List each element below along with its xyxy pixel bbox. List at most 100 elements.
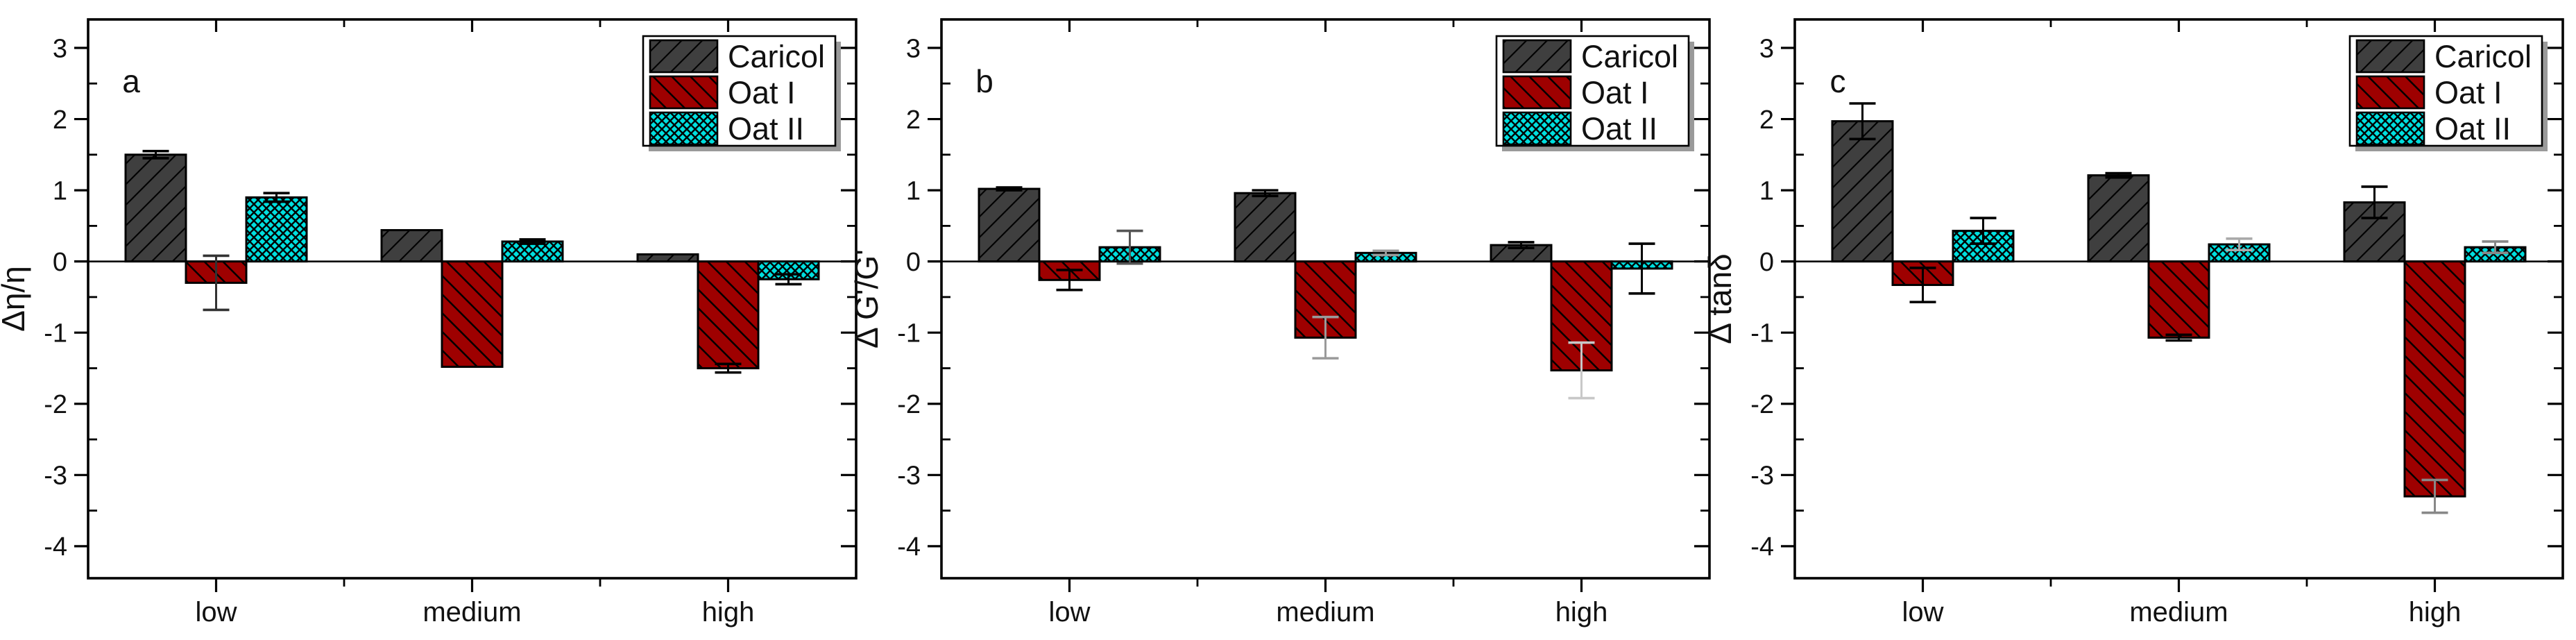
x-category-label: high (2409, 597, 2462, 628)
y-tick-label: 0 (1759, 248, 1774, 277)
x-category-label: low (1902, 597, 1943, 628)
y-tick-label: 2 (53, 106, 67, 135)
y-tick-label: -1 (1750, 319, 1774, 348)
error-bar-caricol-low (1849, 102, 1876, 141)
y-tick-label: -1 (897, 319, 921, 348)
bar-oati-high (697, 260, 760, 369)
y-tick-label: -3 (897, 462, 921, 491)
y-tick-label: 0 (906, 248, 921, 277)
error-bar-oatii-low (1116, 229, 1143, 265)
legend-label-oatii: Oat II (728, 111, 804, 146)
bar-group-medium (380, 229, 564, 368)
legend-swatch-caricol (2355, 39, 2425, 74)
bar-group-high (636, 253, 820, 369)
legend-swatch-oati (2355, 75, 2425, 110)
error-bar-oati-medium (2165, 333, 2192, 342)
legend-swatch-caricol (1502, 39, 1572, 74)
error-bar-caricol-low (142, 149, 169, 160)
error-bar-oatii-low (1970, 217, 1997, 245)
bar-oatii-medium (2208, 243, 2271, 263)
legend-label-oatii: Oat II (1581, 111, 1657, 146)
y-tick-label: 3 (1759, 34, 1774, 63)
y-tick-label: -4 (897, 532, 921, 562)
error-bar-caricol-medium (2105, 171, 2132, 179)
bar-oati-high (2403, 260, 2466, 498)
panel-letter: b (975, 63, 993, 99)
bar-caricol-medium (2087, 174, 2150, 263)
bar-group-medium (2087, 174, 2271, 339)
x-category-label: high (702, 597, 755, 628)
error-bar-caricol-low (996, 186, 1023, 192)
y-tick-label: -3 (44, 462, 67, 491)
panel-b: 3 2 1 0 -1 -2 -3 -4 low medium high Δ G'/G' b Caricol… (848, 18, 1711, 628)
legend-swatch-oati (649, 75, 719, 110)
bar-group-low (1831, 120, 2015, 287)
error-bar-oati-low (1056, 269, 1083, 292)
error-bar-oati-low (1909, 267, 1936, 303)
legend-swatch-oati (1502, 75, 1572, 110)
legend-label-oati: Oat I (1581, 75, 1649, 110)
error-bar-oati-high (2421, 478, 2448, 514)
error-bar-oatii-high (2482, 240, 2509, 255)
y-tick-label: -4 (44, 532, 67, 562)
bar-oatii-medium (501, 240, 564, 263)
y-axis-title: Δ tanδ (1702, 253, 1738, 344)
panel-letter: c (1830, 63, 1846, 99)
y-tick-label: 0 (53, 248, 67, 277)
legend-swatch-oatii (649, 111, 719, 146)
bar-caricol-low (1831, 120, 1894, 263)
y-tick-label: -4 (1750, 532, 1774, 562)
y-tick-label: 1 (1759, 176, 1774, 205)
y-tick-label: -2 (897, 390, 921, 419)
bar-oati-medium (2147, 260, 2210, 339)
y-tick-label: -2 (1750, 390, 1774, 419)
bar-caricol-medium (1234, 192, 1297, 263)
error-bar-oatii-high (1628, 242, 1655, 295)
bar-group-low (978, 187, 1161, 281)
error-bar-caricol-medium (1252, 189, 1279, 198)
error-bar-oatii-medium (1372, 249, 1399, 257)
error-bar-oati-medium (1312, 315, 1339, 360)
x-category-label: low (195, 597, 237, 628)
bar-caricol-high (636, 253, 699, 263)
y-tick-label: -1 (44, 319, 67, 348)
y-tick-label: 2 (906, 106, 921, 135)
bar-oati-medium (441, 260, 504, 368)
error-bar-oati-high (715, 362, 742, 374)
y-tick-label: 2 (1759, 106, 1774, 135)
legend-label-oati: Oat I (2434, 75, 2502, 110)
panel-letter: a (122, 63, 140, 99)
legend-label-caricol: Caricol (728, 39, 825, 74)
bar-caricol-low (124, 153, 187, 263)
bar-oatii-low (245, 196, 308, 263)
error-bar-oatii-high (775, 273, 802, 286)
legend-swatch-oatii (2355, 111, 2425, 146)
error-bar-oatii-low (263, 192, 290, 203)
bar-caricol-low (978, 187, 1041, 263)
error-bar-oatii-medium (519, 238, 546, 245)
legend-label-oati: Oat I (728, 75, 796, 110)
x-category-label: medium (1276, 597, 1374, 628)
x-category-label: medium (2129, 597, 2228, 628)
x-category-label: low (1048, 597, 1090, 628)
bar-caricol-medium (380, 229, 443, 263)
legend-swatch-oatii (1502, 111, 1572, 146)
y-tick-label: 1 (906, 176, 921, 205)
legend-label-oatii: Oat II (2434, 111, 2511, 146)
legend-label-caricol: Caricol (2434, 39, 2532, 74)
y-tick-label: 3 (53, 34, 67, 63)
error-bar-oati-high (1568, 341, 1595, 400)
error-bar-caricol-high (2361, 185, 2388, 219)
error-bar-oati-low (203, 254, 230, 312)
y-axis-title: Δ G'/G' (848, 249, 885, 348)
y-tick-label: -2 (44, 390, 67, 419)
y-tick-label: 1 (53, 176, 67, 205)
